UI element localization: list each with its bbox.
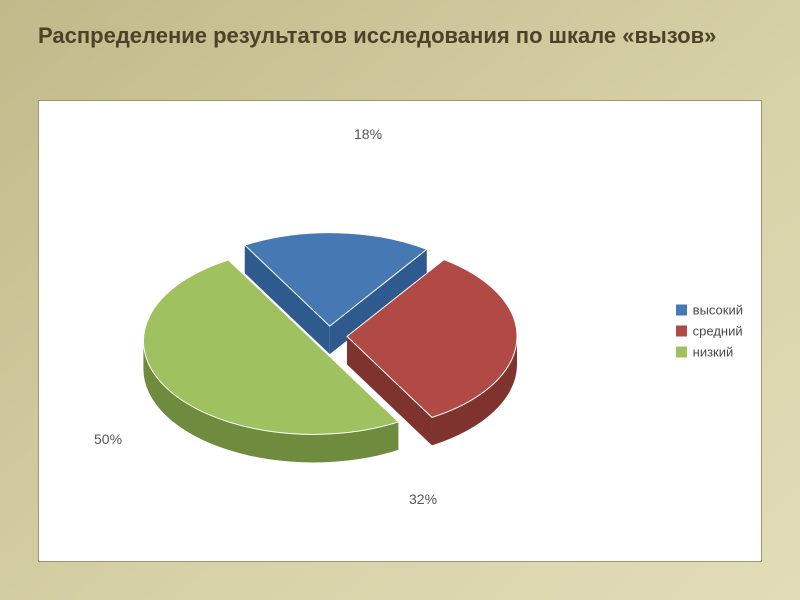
slice-label: 50%: [94, 431, 122, 447]
chart-container: высокий средний низкий 18% 32% 50%: [38, 100, 762, 562]
slice-label: 18%: [354, 126, 382, 142]
chart-inner: высокий средний низкий 18% 32% 50%: [39, 101, 761, 561]
legend: высокий средний низкий: [676, 297, 743, 366]
legend-swatch-icon: [676, 347, 687, 358]
legend-item: средний: [676, 324, 743, 339]
legend-item: низкий: [676, 345, 743, 360]
legend-swatch-icon: [676, 326, 687, 337]
legend-swatch-icon: [676, 305, 687, 316]
slide: Распределение результатов исследования п…: [0, 0, 800, 600]
legend-item: высокий: [676, 303, 743, 318]
legend-label: низкий: [693, 345, 734, 360]
slice-label: 32%: [409, 491, 437, 507]
page-title: Распределение результатов исследования п…: [38, 22, 762, 51]
legend-label: высокий: [693, 303, 743, 318]
legend-label: средний: [693, 324, 743, 339]
pie-chart: [99, 141, 579, 541]
